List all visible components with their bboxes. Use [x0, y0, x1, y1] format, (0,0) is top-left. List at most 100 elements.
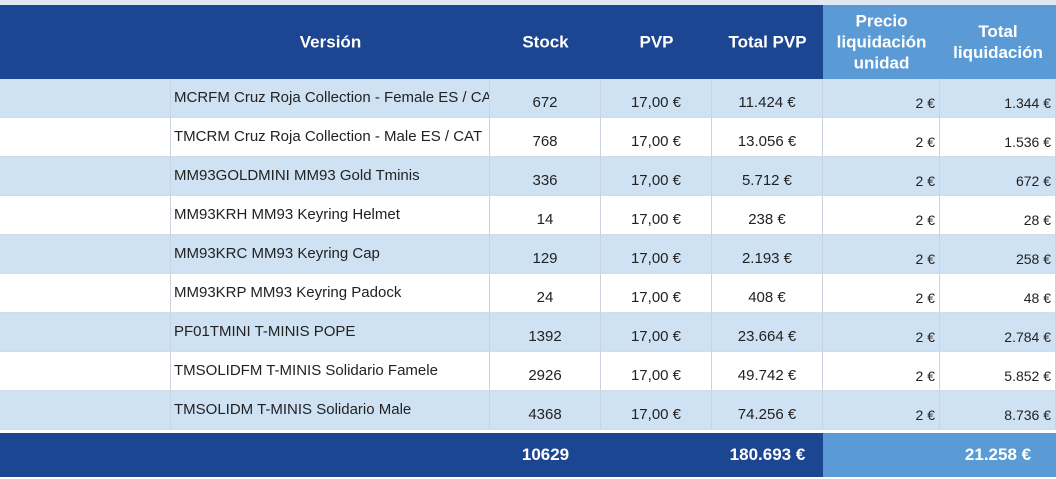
stock-cell[interactable]: 129	[490, 235, 601, 274]
header-version-cell[interactable]: Versión	[171, 5, 490, 79]
pvp-cell[interactable]: 17,00 €	[601, 391, 712, 430]
totals-total-pvp-cell[interactable]: 180.693 €	[712, 433, 823, 477]
total-liquidacion-cell[interactable]: 1.536 €	[940, 118, 1056, 157]
total-pvp-cell[interactable]: 13.056 €	[712, 118, 823, 157]
stock-cell[interactable]: 2926	[490, 352, 601, 391]
totals-pvp-cell[interactable]	[601, 433, 712, 477]
total-pvp-cell[interactable]: 238 €	[712, 196, 823, 235]
row-blank-cell[interactable]	[0, 118, 171, 157]
pvp-cell[interactable]: 17,00 €	[601, 235, 712, 274]
header-precio-liquidacion-cell[interactable]: Precio liquidación unidad	[823, 5, 940, 79]
version-cell[interactable]: MCRFM Cruz Roja Collection - Female ES /…	[171, 79, 490, 118]
pvp-cell[interactable]: 17,00 €	[601, 118, 712, 157]
total-pvp-cell[interactable]: 11.424 €	[712, 79, 823, 118]
total-liquidacion-value: 28 €	[1023, 212, 1051, 228]
total-pvp-cell[interactable]: 408 €	[712, 274, 823, 313]
header-stock-cell[interactable]: Stock	[490, 5, 601, 79]
totals-version-cell[interactable]	[171, 433, 490, 477]
stock-cell[interactable]: 336	[490, 157, 601, 196]
stock-cell[interactable]: 768	[490, 118, 601, 157]
version-cell[interactable]: MM93KRC MM93 Keyring Cap	[171, 235, 490, 274]
row-blank-cell[interactable]	[0, 79, 171, 118]
version-cell[interactable]: MM93KRP MM93 Keyring Padock	[171, 274, 490, 313]
table-row: TMSOLIDFM T-MINIS Solidario Famele 2926 17…	[0, 352, 1056, 391]
row-blank-cell[interactable]	[0, 235, 171, 274]
table-row: TMSOLIDM T-MINIS Solidario Male 4368 17,00…	[0, 391, 1056, 430]
total-pvp-cell[interactable]: 49.742 €	[712, 352, 823, 391]
total-pvp-value: 23.664 €	[737, 328, 797, 345]
version-cell[interactable]: PF01TMINI T-MINIS POPE	[171, 313, 490, 352]
totals-blank-cell[interactable]	[0, 433, 171, 477]
pvp-value: 17,00 €	[630, 406, 682, 423]
header-total-pvp-cell[interactable]: Total PVP	[712, 5, 823, 79]
pvp-cell[interactable]: 17,00 €	[601, 79, 712, 118]
row-blank-cell[interactable]	[0, 352, 171, 391]
pvp-value: 17,00 €	[630, 211, 682, 228]
pvp-value: 17,00 €	[630, 172, 682, 189]
total-liquidacion-cell[interactable]: 2.784 €	[940, 313, 1056, 352]
precio-liquidacion-cell[interactable]: 2 €	[823, 196, 940, 235]
stock-value: 336	[532, 172, 558, 189]
pvp-cell[interactable]: 17,00 €	[601, 157, 712, 196]
pvp-cell[interactable]: 17,00 €	[601, 196, 712, 235]
stock-cell[interactable]: 672	[490, 79, 601, 118]
row-blank-cell[interactable]	[0, 274, 171, 313]
table-row: MM93KRH MM93 Keyring Helmet 14 17,00 € 238 …	[0, 196, 1056, 235]
precio-liquidacion-cell[interactable]: 2 €	[823, 391, 940, 430]
total-liquidacion-value: 672 €	[1015, 173, 1051, 189]
precio-liquidacion-cell[interactable]: 2 €	[823, 79, 940, 118]
version-cell[interactable]: TMSOLIDFM T-MINIS Solidario Famele	[171, 352, 490, 391]
precio-liquidacion-cell[interactable]: 2 €	[823, 118, 940, 157]
row-blank-cell[interactable]	[0, 313, 171, 352]
version-text: MM93KRC MM93 Keyring Cap	[174, 245, 380, 262]
row-blank-cell[interactable]	[0, 196, 171, 235]
total-pvp-cell[interactable]: 2.193 €	[712, 235, 823, 274]
version-text: MM93GOLDMINI MM93 Gold Tminis	[174, 167, 420, 184]
precio-liquidacion-cell[interactable]: 2 €	[823, 157, 940, 196]
version-cell[interactable]: MM93GOLDMINI MM93 Gold Tminis	[171, 157, 490, 196]
stock-cell[interactable]: 1392	[490, 313, 601, 352]
header-pvp-cell[interactable]: PVP	[601, 5, 712, 79]
totals-stock-cell[interactable]: 10629	[490, 433, 601, 477]
stock-cell[interactable]: 14	[490, 196, 601, 235]
precio-liquidacion-cell[interactable]: 2 €	[823, 235, 940, 274]
pvp-cell[interactable]: 17,00 €	[601, 274, 712, 313]
stock-cell[interactable]: 24	[490, 274, 601, 313]
totals-total-liquidacion-cell[interactable]: 21.258 €	[940, 433, 1056, 477]
total-liquidacion-cell[interactable]: 258 €	[940, 235, 1056, 274]
total-pvp-cell[interactable]: 5.712 €	[712, 157, 823, 196]
totals-stock: 10629	[521, 445, 570, 464]
totals-precio-cell[interactable]	[823, 433, 940, 477]
version-text: MM93KRP MM93 Keyring Padock	[174, 284, 402, 301]
version-text: TMCRM Cruz Roja Collection - Male ES / C…	[174, 128, 483, 145]
version-cell[interactable]: TMCRM Cruz Roja Collection - Male ES / C…	[171, 118, 490, 157]
stock-cell[interactable]: 4368	[490, 391, 601, 430]
row-blank-cell[interactable]	[0, 391, 171, 430]
table-row: PF01TMINI T-MINIS POPE 1392 17,00 € 23.664 …	[0, 313, 1056, 352]
total-liquidacion-cell[interactable]: 672 €	[940, 157, 1056, 196]
precio-liquidacion-cell[interactable]: 2 €	[823, 313, 940, 352]
header-blank-cell[interactable]	[0, 5, 171, 79]
total-liquidacion-cell[interactable]: 5.852 €	[940, 352, 1056, 391]
precio-liquidacion-cell[interactable]: 2 €	[823, 352, 940, 391]
total-pvp-cell[interactable]: 74.256 €	[712, 391, 823, 430]
pvp-cell[interactable]: 17,00 €	[601, 313, 712, 352]
version-text: TMSOLIDM T-MINIS Solidario Male	[174, 401, 412, 418]
table-row: MM93KRP MM93 Keyring Padock 24 17,00 € 408 …	[0, 274, 1056, 313]
version-cell[interactable]: TMSOLIDM T-MINIS Solidario Male	[171, 391, 490, 430]
header-total-liquidacion-cell[interactable]: Total liquidación	[940, 5, 1056, 79]
stock-value: 24	[536, 289, 554, 306]
pvp-cell[interactable]: 17,00 €	[601, 352, 712, 391]
header-pvp: PVP	[639, 32, 674, 52]
pvp-value: 17,00 €	[630, 133, 682, 150]
total-liquidacion-cell[interactable]: 48 €	[940, 274, 1056, 313]
total-liquidacion-cell[interactable]: 28 €	[940, 196, 1056, 235]
precio-liquidacion-value: 2 €	[915, 368, 935, 384]
total-pvp-cell[interactable]: 23.664 €	[712, 313, 823, 352]
precio-liquidacion-cell[interactable]: 2 €	[823, 274, 940, 313]
total-liquidacion-cell[interactable]: 8.736 €	[940, 391, 1056, 430]
version-cell[interactable]: MM93KRH MM93 Keyring Helmet	[171, 196, 490, 235]
total-liquidacion-cell[interactable]: 1.344 €	[940, 79, 1056, 118]
version-text: MM93KRH MM93 Keyring Helmet	[174, 206, 400, 223]
row-blank-cell[interactable]	[0, 157, 171, 196]
